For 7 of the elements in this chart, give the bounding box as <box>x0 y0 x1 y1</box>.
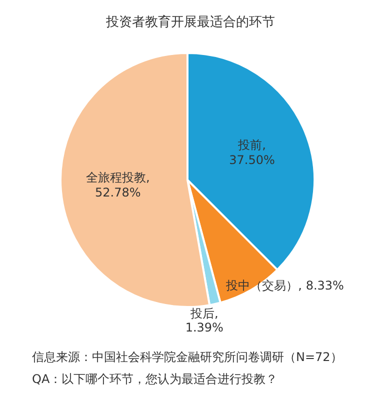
chart-title: 投资者教育开展最适合的环节 <box>105 14 276 31</box>
slice-label: 全旅程投教, 52.78% <box>86 170 150 200</box>
text: QA：以下哪个环节，您认为最适合进行投教？ <box>32 371 279 388</box>
slice-label: 投中（交易）, 8.33% <box>225 278 344 293</box>
slice-label: 投前, 37.50% <box>229 138 275 167</box>
text: 信息来源：中国社会科学院金融研究所问卷调研（N=72） <box>32 349 342 366</box>
slice-label: 投后, 1.39% <box>185 306 224 334</box>
